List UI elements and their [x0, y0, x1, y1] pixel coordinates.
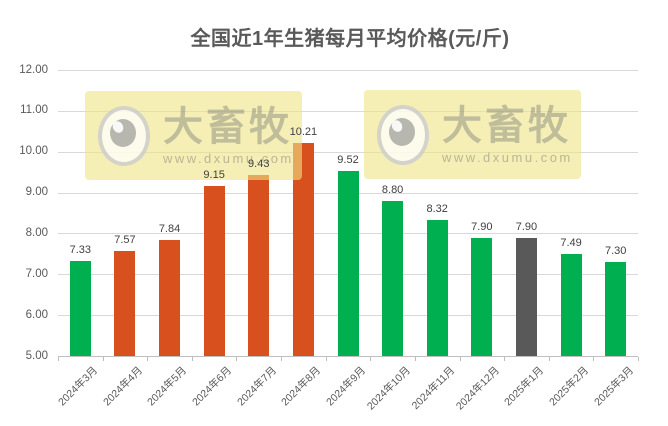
x-axis-tick [414, 357, 416, 361]
bar-value-label: 7.49 [560, 237, 582, 250]
watermark-text-block: 大畜牧 www.dxumu.com [163, 107, 294, 165]
x-axis-category-label: 2024年6月 [190, 364, 235, 409]
x-axis-tick [147, 357, 149, 361]
bar-value-label: 10.21 [289, 126, 318, 139]
y-gridline [58, 110, 638, 112]
y-gridline [58, 70, 638, 71]
watermark-brand-text: 大畜牧 [442, 103, 571, 148]
bar-2024年6月 [203, 186, 225, 356]
x-axis-category-label: 2024年4月 [100, 364, 145, 409]
x-axis-tick [102, 357, 104, 361]
bar-value-label: 9.52 [337, 154, 359, 167]
eye-pupil-icon [110, 118, 136, 147]
bar-value-label: 8.80 [381, 183, 404, 196]
eye-highlight-icon [389, 117, 405, 134]
watermark-url-text: www.dxumu.com [442, 149, 573, 165]
bar-2024年3月 [69, 260, 91, 356]
y-gridline [58, 151, 638, 153]
x-axis-category-label: 2024年7月 [234, 364, 279, 409]
bar-2024年10月 [382, 200, 404, 356]
x-axis-tick [58, 357, 59, 361]
x-axis-category-label: 2024年10月 [364, 364, 413, 413]
watermark-url-text: www.dxumu.com [163, 150, 294, 166]
x-axis-tick [191, 357, 193, 361]
x-axis-category-label: 2024年9月 [323, 364, 368, 409]
y-axis-label: 11.00 [20, 104, 48, 117]
y-axis-label: 8.00 [25, 226, 48, 239]
x-axis-tick [593, 357, 595, 361]
bar-2024年7月 [248, 175, 270, 356]
eye-pupil-icon [389, 117, 415, 146]
bar-value-label: 9.43 [248, 158, 270, 170]
bar-2025年1月 [515, 237, 537, 356]
bar-value-label: 9.15 [203, 169, 225, 182]
eye-highlight-icon [110, 118, 126, 135]
x-axis-tick [325, 357, 327, 361]
bar-value-label: 7.57 [114, 233, 136, 246]
x-axis-category-label: 2024年3月 [56, 364, 101, 409]
x-axis-category-label: 2025年1月 [502, 364, 547, 409]
bar-2024年8月 [292, 143, 314, 356]
bar-value-label: 7.33 [69, 243, 91, 256]
x-axis-tick [236, 357, 238, 361]
watermark-box: 大畜牧 www.dxumu.com [364, 90, 581, 179]
y-axis-label: 5.00 [25, 349, 48, 362]
x-axis-tick [548, 357, 550, 361]
chart-title: 全国近1年生猪每月平均价格(元/斤) [190, 28, 510, 50]
eye-logo-icon [98, 105, 150, 166]
x-axis-tick [281, 357, 283, 361]
x-axis-tick [504, 357, 506, 361]
y-axis-label: 6.00 [25, 308, 48, 321]
bar-value-label: 8.32 [426, 203, 448, 216]
watermark-text-block: 大畜牧 www.dxumu.com [442, 106, 573, 164]
x-axis-category-label: 2025年2月 [546, 364, 591, 409]
bar-2024年12月 [471, 237, 493, 356]
x-axis-tick [638, 357, 639, 361]
x-axis-category-label: 2025年3月 [591, 364, 636, 409]
x-axis-category-label: 2024年12月 [453, 364, 502, 413]
y-axis-label: 7.00 [25, 267, 48, 280]
x-axis-category-label: 2024年8月 [279, 364, 324, 409]
x-axis-tick [459, 357, 461, 361]
bar-value-label: 7.84 [158, 222, 181, 235]
bar-value-label: 7.90 [471, 220, 493, 233]
eye-logo-icon [377, 104, 429, 165]
bar-2024年4月 [114, 250, 136, 356]
x-axis-line [58, 356, 638, 357]
y-axis-label: 12.00 [19, 63, 48, 76]
y-axis-label: 10.00 [19, 145, 48, 158]
bar-2025年3月 [605, 262, 627, 356]
bar-2024年9月 [337, 171, 359, 356]
bar-2024年5月 [159, 239, 181, 356]
x-axis-category-label: 2024年11月 [409, 364, 458, 412]
x-axis-category-label: 2024年5月 [145, 364, 190, 409]
bar-value-label: 7.30 [604, 245, 627, 258]
watermark-box: 大畜牧 www.dxumu.com [85, 91, 302, 180]
bar-value-label: 7.90 [515, 220, 538, 233]
y-axis-label: 9.00 [25, 186, 48, 199]
bar-2025年2月 [560, 254, 582, 356]
bar-2024年11月 [426, 220, 448, 356]
x-axis-tick [370, 357, 372, 361]
watermark-brand-text: 大畜牧 [163, 104, 292, 149]
